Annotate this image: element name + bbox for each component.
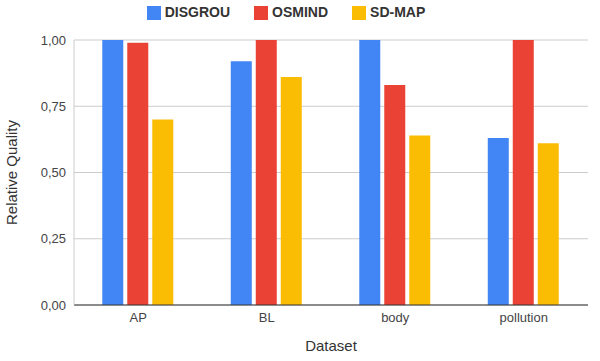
svg-text:Dataset: Dataset xyxy=(305,337,358,354)
svg-text:AP: AP xyxy=(130,310,147,325)
svg-text:0,50: 0,50 xyxy=(41,165,66,180)
svg-text:1,00: 1,00 xyxy=(41,33,66,48)
svg-text:0,00: 0,00 xyxy=(41,298,66,313)
svg-text:Relative Quality: Relative Quality xyxy=(8,119,20,225)
svg-text:0,25: 0,25 xyxy=(41,231,66,246)
svg-text:pollution: pollution xyxy=(500,310,548,325)
html-text:SD-MAP: SD-MAP xyxy=(370,4,426,20)
html-text:OSMIND: OSMIND xyxy=(272,4,328,20)
svg-text:BL: BL xyxy=(259,310,275,325)
html-text:DISGROU: DISGROU xyxy=(164,4,230,20)
svg-text:0,75: 0,75 xyxy=(41,99,66,114)
svg-text:body: body xyxy=(381,310,410,325)
